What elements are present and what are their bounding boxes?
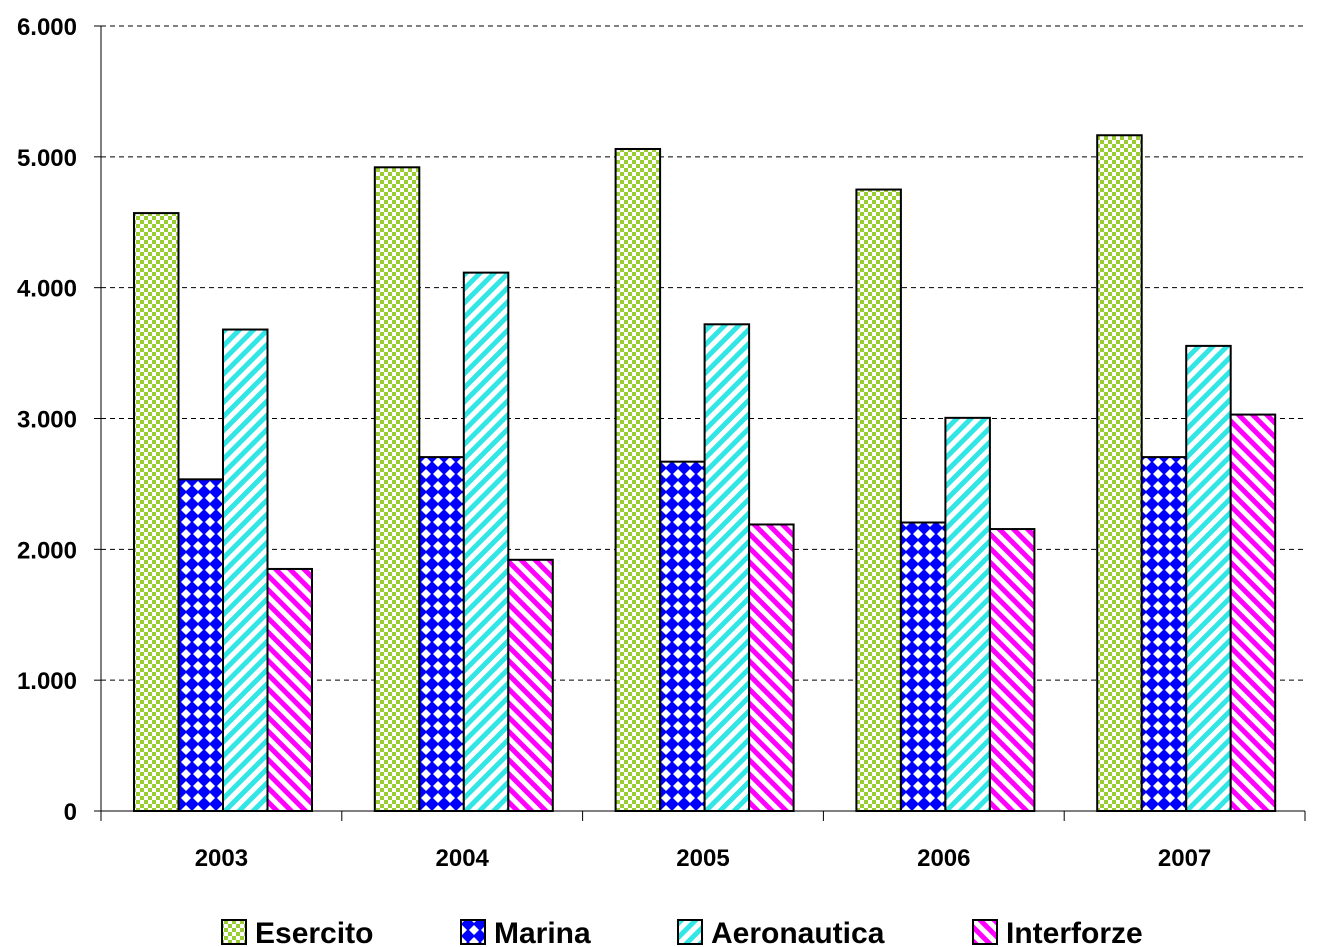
bar-aeronautica-2003 — [222, 328, 269, 812]
bar-marina-2003 — [177, 478, 224, 812]
legend: Esercito Marina Aeronautica Interforze — [221, 917, 1143, 947]
y-tick-label: 1.000 — [17, 668, 77, 695]
bar-interforze-2005 — [748, 523, 795, 812]
bar-marina-2007 — [1140, 456, 1188, 812]
bar-aeronautica-2007 — [1185, 344, 1232, 812]
legend-label-aeronautica: Aeronautica — [711, 917, 885, 947]
bar-aeronautica-2005 — [703, 323, 751, 812]
x-tick-label: 2003 — [195, 845, 248, 872]
legend-swatch-aeronautica — [677, 919, 703, 945]
bar-aeronautica-2006 — [944, 416, 991, 812]
legend-swatch-marina — [460, 919, 486, 945]
bar-interforze-2004 — [507, 558, 554, 812]
bar-esercito-2003 — [133, 212, 180, 812]
legend-label-marina: Marina — [494, 917, 591, 947]
bar-aeronautica-2004 — [462, 271, 510, 812]
legend-swatch-esercito — [221, 919, 247, 945]
bar-interforze-2006 — [988, 528, 1036, 812]
bars — [133, 134, 1277, 813]
legend-label-esercito: Esercito — [255, 917, 373, 947]
x-tick-label: 2007 — [1158, 845, 1211, 872]
y-tick-label: 0 — [64, 799, 77, 826]
bar-marina-2006 — [899, 521, 947, 812]
bar-esercito-2004 — [373, 166, 421, 813]
y-tick-label: 5.000 — [17, 145, 77, 172]
bar-esercito-2006 — [855, 188, 902, 812]
y-tick-label: 6.000 — [17, 14, 77, 41]
y-tick-label: 3.000 — [17, 407, 77, 434]
legend-swatch-interforze — [972, 919, 998, 945]
bar-interforze-2007 — [1229, 413, 1277, 812]
x-tick-label: 2006 — [917, 845, 970, 872]
x-tick-label: 2005 — [676, 845, 729, 872]
bar-marina-2005 — [659, 460, 706, 812]
bar-esercito-2005 — [614, 147, 662, 812]
y-tick-label: 4.000 — [17, 276, 77, 303]
axis-labels: 0 1.000 2.000 3.000 4.000 5.000 6.000 2003 2004 2… — [17, 14, 1211, 872]
bar-interforze-2003 — [266, 567, 313, 812]
bar-marina-2004 — [418, 456, 465, 812]
y-tick-label: 2.000 — [17, 537, 77, 564]
legend-label-interforze: Interforze — [1006, 917, 1143, 947]
bar-esercito-2007 — [1096, 134, 1143, 812]
x-tick-label: 2004 — [436, 845, 490, 872]
